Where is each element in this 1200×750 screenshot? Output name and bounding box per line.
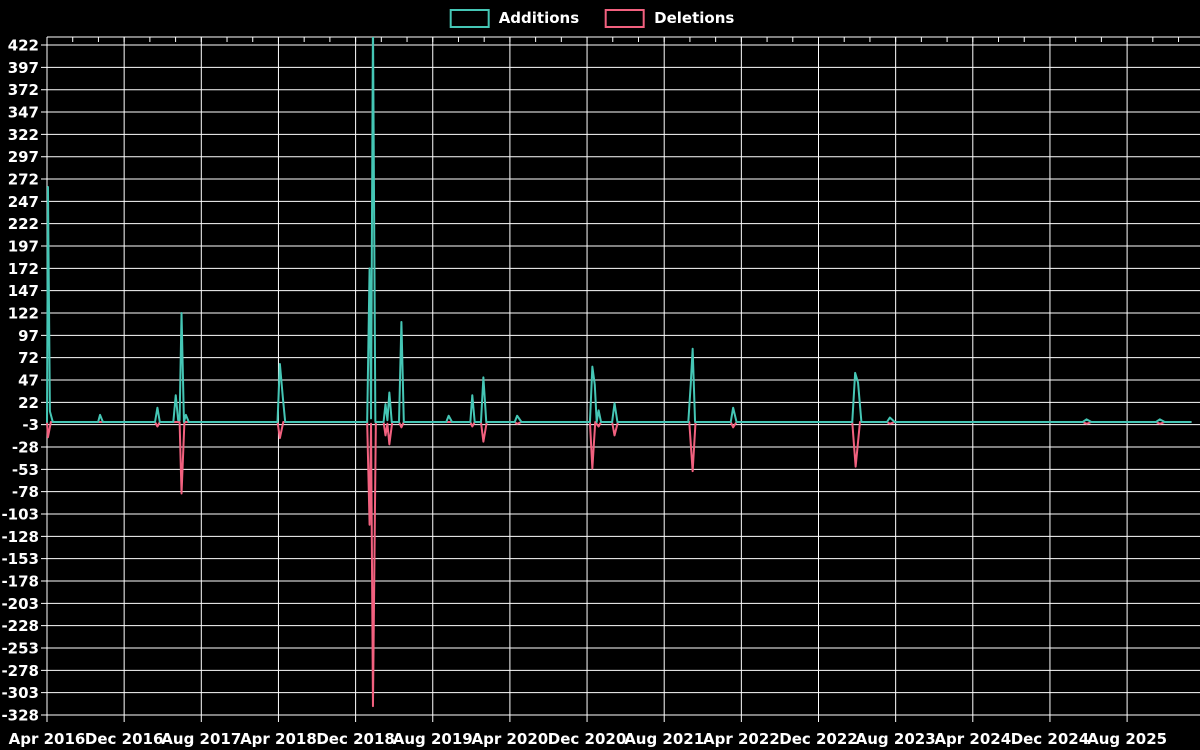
x-tick-label: Apr 2022 xyxy=(703,730,780,748)
x-tick-label: Aug 2023 xyxy=(856,730,936,748)
y-tick-label: 322 xyxy=(8,126,39,144)
y-tick-label: -3 xyxy=(22,416,39,434)
y-tick-label: 372 xyxy=(8,81,39,99)
y-tick-label: 47 xyxy=(18,372,39,390)
y-tick-label: -103 xyxy=(1,506,39,524)
deletions-line xyxy=(46,421,1192,708)
additions-line xyxy=(46,37,1192,423)
x-tick-label: Apr 2018 xyxy=(240,730,317,748)
legend-label-deletions: Deletions xyxy=(654,9,735,27)
y-tick-label: -53 xyxy=(12,461,39,479)
y-tick-label: -278 xyxy=(1,662,39,680)
y-tick-label: -78 xyxy=(12,483,39,501)
series-group xyxy=(46,37,1192,708)
x-tick-label: Dec 2016 xyxy=(85,730,164,748)
y-tick-label: 347 xyxy=(8,104,39,122)
y-tick-label: 72 xyxy=(18,349,39,367)
y-tick-label: -253 xyxy=(1,640,39,658)
y-tick-label: -178 xyxy=(1,573,39,591)
y-tick-label: -28 xyxy=(12,439,39,457)
y-tick-label: 247 xyxy=(8,193,39,211)
chart-legend: Additions Deletions xyxy=(449,7,734,29)
x-tick-label: Aug 2019 xyxy=(393,730,473,748)
y-tick-label: 147 xyxy=(8,282,39,300)
plot-top-border xyxy=(46,36,1200,42)
y-tick-label: 397 xyxy=(8,59,39,77)
y-tick-label: 97 xyxy=(18,327,39,345)
legend-item-additions[interactable]: Additions xyxy=(449,7,580,29)
y-tick-label: 197 xyxy=(8,238,39,256)
x-tick-label: Dec 2020 xyxy=(548,730,627,748)
y-tick-label: 122 xyxy=(8,305,39,323)
y-tick-labels: 422 397 372 347 322 297 272 247 222 197 172 147 122 9… xyxy=(1,37,39,725)
x-tick-label: Dec 2018 xyxy=(316,730,395,748)
y-tick-label: -303 xyxy=(1,684,39,702)
x-tick-label: Aug 2021 xyxy=(624,730,704,748)
y-tick-label: -128 xyxy=(1,528,39,546)
x-tick-label: Aug 2025 xyxy=(1087,730,1167,748)
y-tick-label: -228 xyxy=(1,617,39,635)
y-tick-label: -153 xyxy=(1,550,39,568)
y-tick-label: -203 xyxy=(1,595,39,613)
y-tick-label: 172 xyxy=(8,260,39,278)
x-tick-label: Apr 2020 xyxy=(472,730,549,748)
y-tick-label: 297 xyxy=(8,148,39,166)
y-tick-label: -328 xyxy=(1,707,39,725)
x-gridlines xyxy=(46,37,1128,722)
y-tick-label: 422 xyxy=(8,37,39,55)
y-tick-label: 272 xyxy=(8,171,39,189)
additions-swatch-icon xyxy=(449,8,490,28)
x-tick-label: Dec 2022 xyxy=(779,730,858,748)
y-tick-label: 222 xyxy=(8,215,39,233)
x-tick-label: Apr 2016 xyxy=(9,730,86,748)
y-tick-label: 22 xyxy=(18,394,39,412)
x-tick-label: Aug 2017 xyxy=(161,730,241,748)
x-tick-label: Apr 2024 xyxy=(934,730,1011,748)
y-gridlines xyxy=(41,44,1200,716)
legend-item-deletions[interactable]: Deletions xyxy=(605,7,734,29)
deletions-swatch-icon xyxy=(605,8,646,28)
x-tick-label: Dec 2024 xyxy=(1011,730,1090,748)
legend-label-additions: Additions xyxy=(498,9,580,27)
